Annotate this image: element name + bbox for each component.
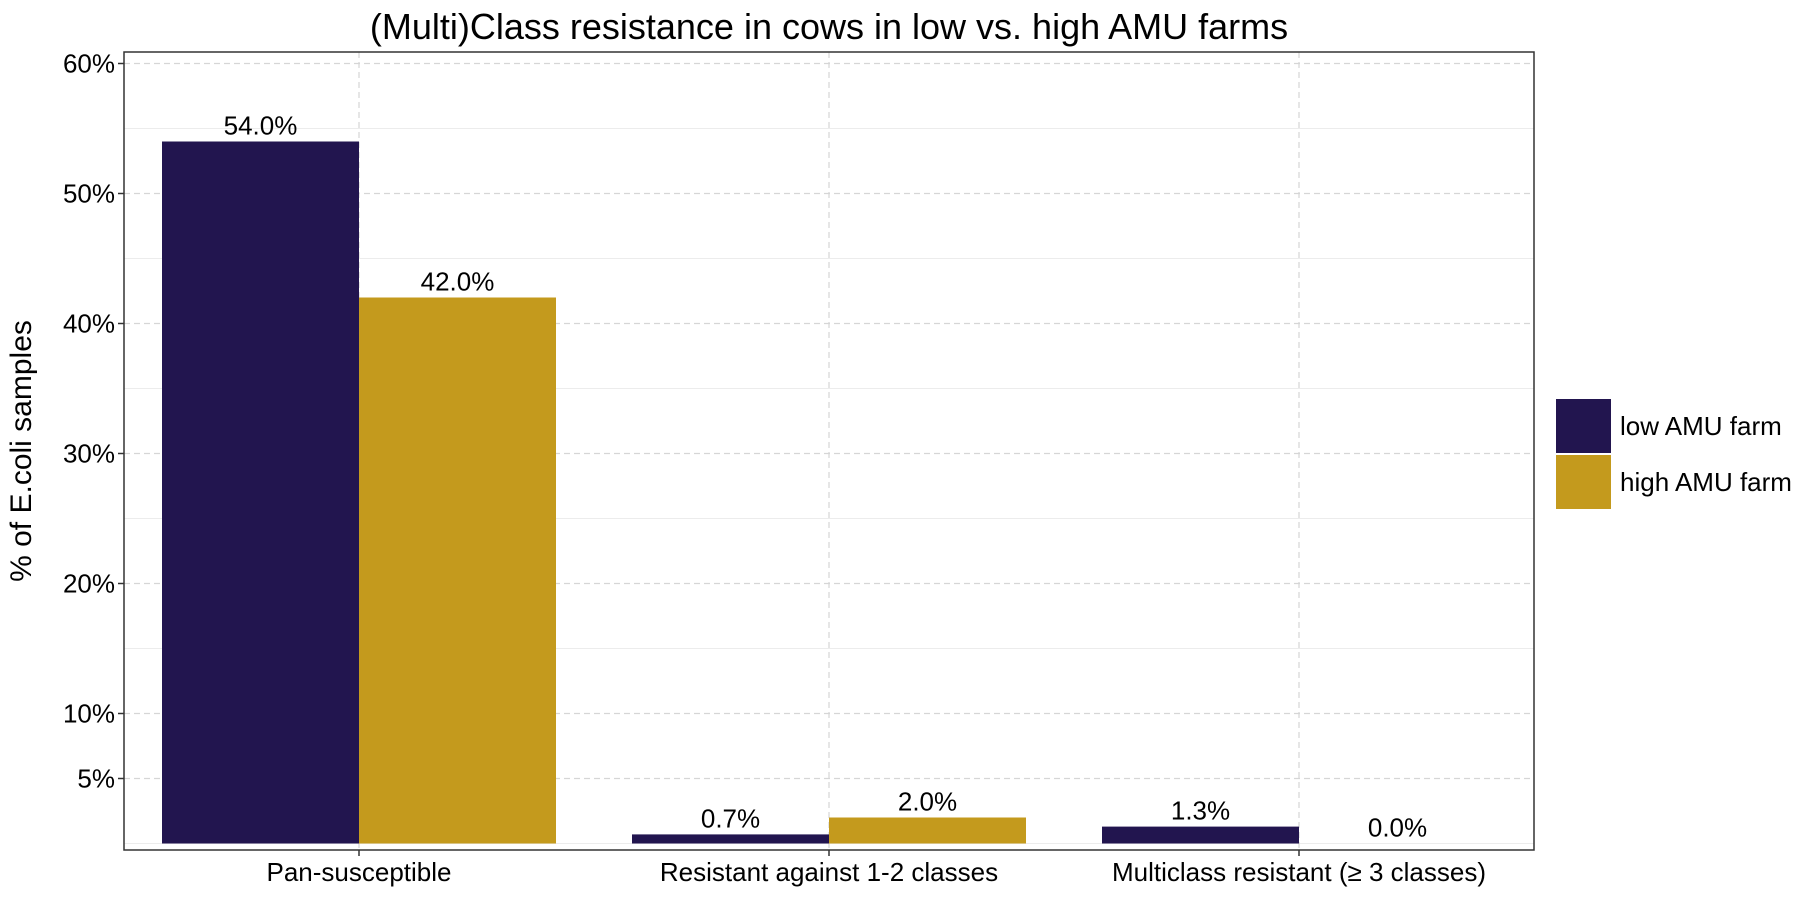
bars	[162, 141, 1299, 844]
x-tick-label: Multiclass resistant (≥ 3 classes)	[1112, 857, 1486, 887]
data-label-low-3: 1.3%	[1171, 796, 1230, 826]
y-tick-label: 50%	[63, 179, 115, 209]
y-tick-label: 20%	[63, 569, 115, 599]
data-label-low-1: 54.0%	[224, 111, 298, 141]
y-axis: 5% 10% 20% 30% 40% 50% 60%	[63, 49, 124, 794]
y-tick-label: 60%	[63, 49, 115, 79]
bar-low-2	[632, 834, 829, 844]
y-tick-label: 30%	[63, 439, 115, 469]
x-tick-label: Resistant against 1-2 classes	[660, 857, 998, 887]
data-label-high-2: 2.0%	[898, 787, 957, 817]
x-tick-label: Pan-susceptible	[267, 857, 452, 887]
legend-label-low: low AMU farm	[1620, 411, 1782, 441]
legend-label-high: high AMU farm	[1620, 467, 1792, 497]
bar-high-1	[359, 297, 556, 844]
bar-low-1	[162, 141, 359, 844]
y-tick-label: 40%	[63, 309, 115, 339]
data-labels: 54.0% 0.7% 1.3% 42.0% 2.0% 0.0%	[224, 111, 1428, 843]
y-tick-label: 10%	[63, 699, 115, 729]
bar-low-3	[1102, 826, 1299, 844]
data-label-high-1: 42.0%	[421, 267, 495, 297]
chart-title: (Multi)Class resistance in cows in low v…	[370, 6, 1288, 47]
data-label-high-3: 0.0%	[1368, 813, 1427, 843]
y-axis-title: % of E.coli samples	[5, 320, 38, 582]
legend-swatch-high	[1556, 455, 1611, 509]
legend: low AMU farm high AMU farm	[1556, 399, 1792, 509]
bar-high-2	[829, 817, 1026, 844]
data-label-low-2: 0.7%	[701, 803, 760, 833]
y-tick-label: 5%	[77, 764, 115, 794]
x-axis: Pan-susceptible Resistant against 1-2 cla…	[267, 850, 1486, 887]
legend-swatch-low	[1556, 399, 1611, 453]
